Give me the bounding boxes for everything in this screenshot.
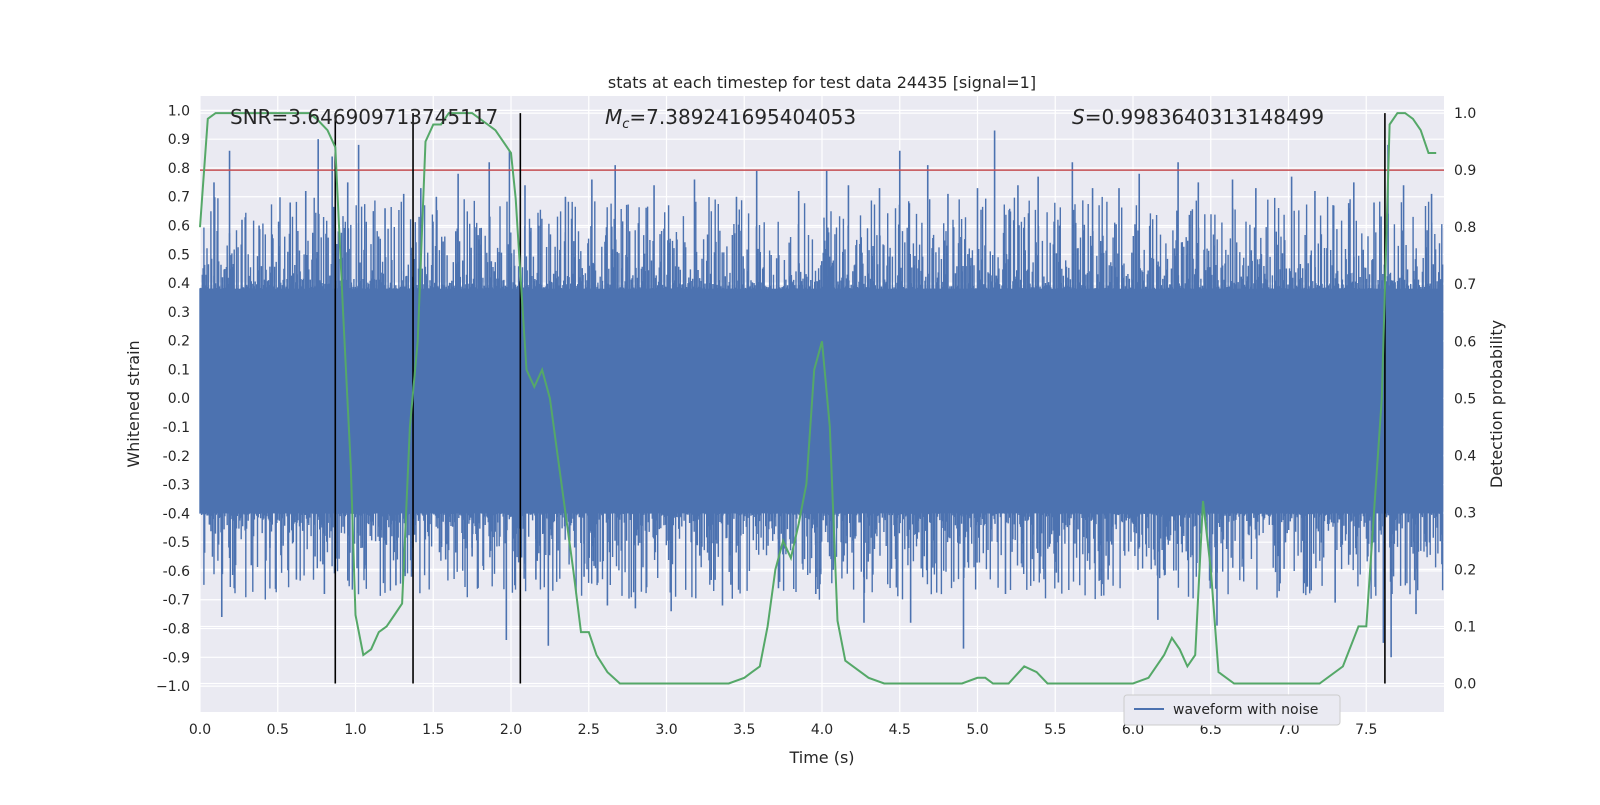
y-tick-label-left: 0.2 (168, 334, 190, 350)
vertical-marker-lines (334, 113, 1386, 684)
y-tick-label-right: 0.5 (1454, 391, 1476, 407)
y-tick-label-right: 0.7 (1454, 277, 1476, 293)
x-tick-label: 5.5 (1044, 722, 1066, 738)
mc-annotation: Mc=7.389241695404053 (605, 105, 856, 132)
x-tick-label: 4.5 (889, 722, 911, 738)
y-tick-label-left: 0.7 (168, 190, 190, 206)
mc-subscript: c (622, 117, 629, 132)
x-tick-label: 1.5 (422, 722, 444, 738)
legend: waveform with noise (1123, 694, 1341, 726)
y-tick-label-right: 0.0 (1454, 676, 1476, 692)
mc-symbol: M (605, 105, 622, 129)
probability-series (199, 112, 1437, 685)
y-tick-label-left: 0.0 (168, 391, 190, 407)
probability-line (199, 112, 1437, 685)
s-annotation: S=0.9983640313148499 (1072, 105, 1324, 129)
y-tick-label-left: 0.5 (168, 247, 190, 263)
x-tick-label: 7.5 (1355, 722, 1377, 738)
x-axis-label: Time (s) (788, 748, 854, 767)
y-tick-label-right: 0.3 (1454, 505, 1476, 521)
y-tick-label-left: 0.4 (168, 276, 190, 292)
y-tick-label-left: -0.6 (163, 564, 190, 580)
y-tick-label-right: 0.9 (1454, 163, 1476, 179)
y-tick-label-right: 0.8 (1454, 220, 1476, 236)
y-tick-label-left: 1.0 (168, 103, 190, 119)
legend-label-waveform: waveform with noise (1173, 702, 1318, 718)
y-axis-label-right: Detection probability (1487, 320, 1506, 488)
y-tick-label-left: -0.4 (163, 506, 190, 522)
y-tick-label-left: 0.9 (168, 132, 190, 148)
y-tick-label-left: -0.2 (163, 449, 190, 465)
y-tick-label-right: 0.2 (1454, 562, 1476, 578)
x-tick-label: 0.0 (189, 722, 211, 738)
y-tick-label-left: -0.8 (163, 622, 190, 638)
s-value: =0.9983640313148499 (1085, 105, 1324, 129)
y-tick-label-right: 0.1 (1454, 619, 1476, 635)
x-tick-label: 2.5 (578, 722, 600, 738)
x-tick-label: 7.0 (1277, 722, 1299, 738)
x-tick-label: 6.0 (1122, 722, 1144, 738)
y-tick-label-left: -0.3 (163, 478, 190, 494)
y-tick-label-left: -0.7 (163, 593, 190, 609)
legend-box (1123, 694, 1341, 726)
y-tick-label-right: 0.6 (1454, 334, 1476, 350)
chart-title: stats at each timestep for test data 244… (608, 73, 1036, 92)
y-tick-label-left: 0.3 (168, 305, 190, 321)
mc-value: =7.389241695404053 (629, 105, 856, 129)
x-tick-label: 3.0 (655, 722, 677, 738)
x-tick-label: 4.0 (811, 722, 833, 738)
waveform-noise-path (199, 196, 1444, 600)
snr-annotation: SNR=3.646909713745117 (230, 105, 498, 129)
x-tick-label: 6.5 (1200, 722, 1222, 738)
x-tick-label: 5.0 (966, 722, 988, 738)
s-symbol: S (1072, 105, 1085, 129)
axis-ticks: 0.0 0.5 1.0 1.5 2.0 2.5 3.0 3.5 4.0 4.5 5.0 5.5 6.0 6… (156, 103, 1476, 738)
y-tick-label-left: -0.9 (163, 650, 190, 666)
y-tick-label-right: 0.4 (1454, 448, 1476, 464)
y-tick-label-left: 0.6 (168, 219, 190, 235)
x-tick-label: 1.0 (344, 722, 366, 738)
y-tick-label-left: -0.5 (163, 535, 190, 551)
y-axis-label-left: Whitened strain (124, 340, 143, 467)
y-tick-label-left: 0.1 (168, 362, 190, 378)
y-tick-label-left: -0.1 (163, 420, 190, 436)
x-tick-label: 0.5 (267, 722, 289, 738)
x-tick-label: 2.0 (500, 722, 522, 738)
y-tick-label-left: 0.8 (168, 161, 190, 177)
x-tick-label: 3.5 (733, 722, 755, 738)
y-tick-label-right: 1.0 (1454, 106, 1476, 122)
y-tick-label-left: −1.0 (156, 679, 190, 695)
